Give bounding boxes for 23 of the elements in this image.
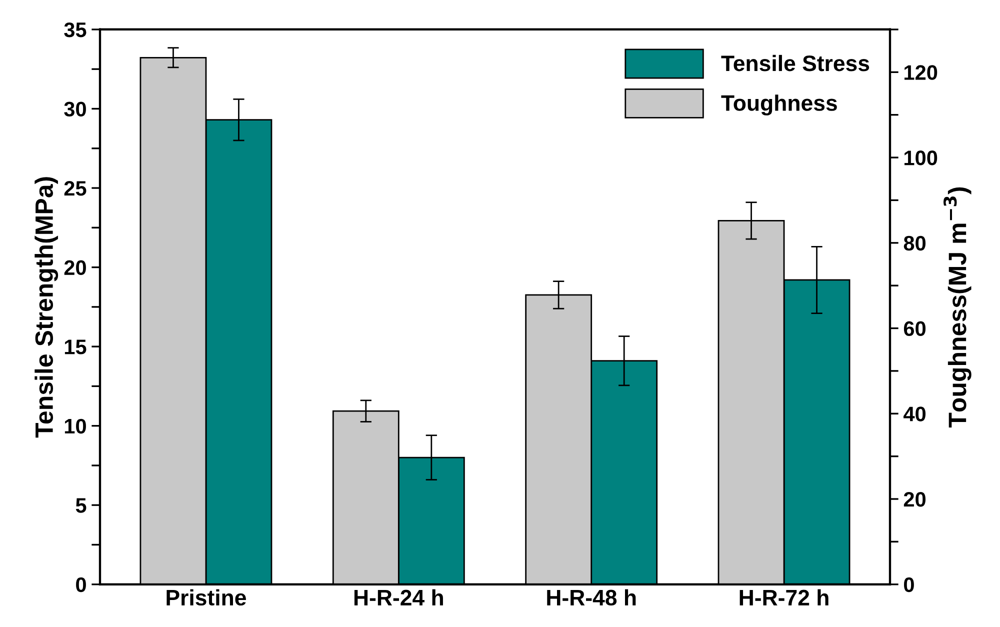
y-axis-title: Tensile Strength(MPa) [34, 177, 58, 438]
y2-tick-label: 20 [904, 492, 926, 507]
y2-tick-label: 60 [904, 321, 926, 336]
y-tick-label: 30 [64, 102, 86, 117]
y2-tick-label: 100 [904, 150, 938, 166]
y2-tick-label: 40 [904, 406, 926, 422]
y-tick-label: 10 [64, 418, 86, 434]
y2-tick-label: 120 [904, 65, 938, 80]
x-tick-label: H-R-48 h [547, 589, 636, 606]
legend-label: Tensile Stress [721, 54, 870, 72]
y-tick-label: 35 [64, 22, 86, 38]
y-tick-label: 20 [64, 260, 86, 276]
x-tick-label: H-R-72 h [740, 589, 828, 606]
x-tick-label: Pristine [166, 589, 246, 606]
y-tick-label: 15 [64, 340, 86, 354]
y-tick-label: 5 [76, 498, 86, 513]
legend-label: Toughness [721, 94, 837, 116]
y2-axis-title: Toughness(MJ m$^{−3}$) [944, 187, 972, 428]
y-tick-label: 25 [64, 181, 86, 196]
y2-tick-label: 0 [904, 577, 914, 592]
y-tick-label: 0 [76, 577, 86, 592]
x-tick-label: H-R-24 h [354, 589, 443, 606]
y2-tick-label: 80 [904, 236, 926, 251]
